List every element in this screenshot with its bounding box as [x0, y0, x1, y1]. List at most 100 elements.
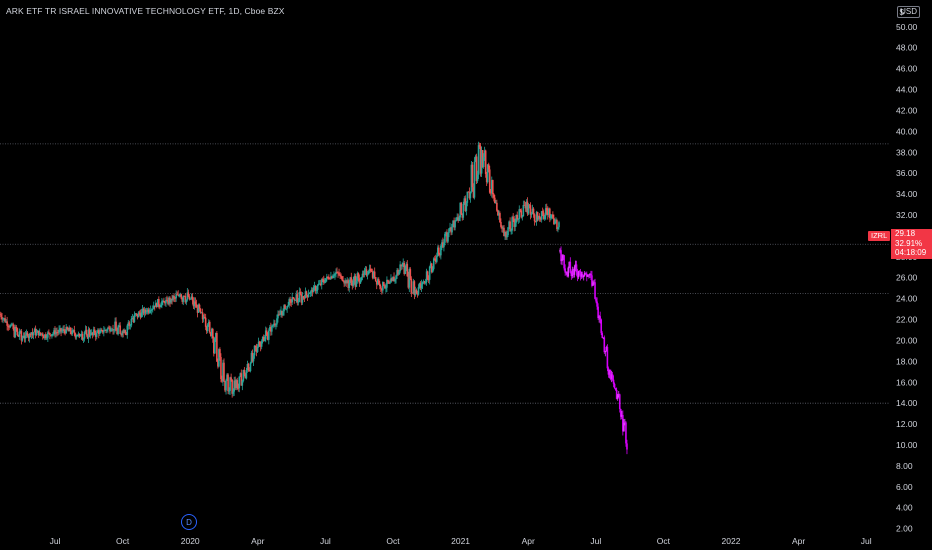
candle-body	[478, 145, 481, 147]
candle-body	[343, 281, 345, 284]
candle-body	[26, 332, 29, 336]
last-price-label: 29.18 32.91% 04:18:09	[891, 229, 932, 259]
candle-body	[110, 329, 112, 332]
candle-body	[367, 271, 370, 275]
dividend-marker-icon[interactable]: D	[181, 514, 197, 530]
candle-body	[105, 329, 107, 331]
candle-body	[444, 233, 446, 243]
candle-body	[280, 310, 282, 315]
candle-body	[462, 203, 465, 218]
time-tick-label: Jul	[320, 536, 331, 546]
candle-body	[4, 318, 6, 323]
candle-body	[46, 337, 48, 339]
candle-body	[390, 278, 392, 283]
candle-body	[181, 298, 184, 302]
candle-body	[423, 281, 426, 283]
candle-body	[83, 332, 86, 339]
candle-body	[190, 296, 193, 299]
candle-body	[252, 355, 255, 362]
candle-body	[373, 271, 376, 278]
candle-body	[458, 217, 460, 221]
candle-body	[76, 334, 79, 337]
candle-body	[1, 317, 3, 320]
candle-body	[452, 220, 454, 224]
candle-body	[111, 329, 113, 331]
candle-body	[92, 329, 95, 336]
candle-body	[58, 329, 60, 333]
candle-body	[507, 227, 509, 236]
candle-body	[282, 311, 284, 316]
candle-body	[329, 278, 331, 280]
price-tick-label: 36.00	[896, 168, 918, 178]
candle-body	[413, 281, 416, 295]
symbol-title[interactable]: ARK ETF TR ISRAEL INNOVATIVE TECHNOLOGY …	[6, 6, 285, 16]
candle-body	[109, 328, 111, 332]
candle-body	[481, 150, 484, 168]
candle-body	[539, 217, 542, 220]
candle-body	[536, 212, 539, 220]
candle-body	[254, 345, 257, 348]
time-axis[interactable]: Jul Oct 2020 Apr Jul Oct 2021 Apr Jul Oct 2022 Apr J…	[50, 536, 872, 546]
candle-body	[86, 334, 89, 339]
candle-body	[467, 191, 470, 193]
candle-body	[262, 336, 265, 341]
candle-body	[318, 283, 321, 285]
candle-body	[57, 332, 59, 333]
candle-body	[200, 312, 203, 314]
currency-button[interactable]: USD	[897, 6, 920, 18]
candle-body	[538, 216, 541, 218]
candle-body	[94, 332, 97, 337]
candle-body	[527, 204, 530, 214]
candle-body	[310, 289, 313, 292]
candle-body	[540, 211, 543, 220]
candle-body	[558, 222, 560, 228]
candle-body	[245, 370, 248, 379]
candle-body	[404, 267, 407, 275]
candle-body	[53, 330, 55, 334]
candle-body	[550, 215, 552, 219]
candle-body	[566, 271, 569, 277]
candle-body	[174, 298, 176, 299]
candle-body	[21, 337, 24, 341]
candle-body	[382, 282, 384, 291]
candle-body	[504, 231, 506, 237]
candle-body	[153, 305, 156, 308]
candle-body	[34, 328, 37, 336]
candle-body	[472, 187, 475, 198]
candle-body	[230, 377, 232, 380]
candle-body	[272, 325, 274, 327]
candle-body	[185, 299, 188, 303]
candle-body	[228, 390, 230, 392]
candle-body	[510, 230, 512, 232]
candle-body	[332, 275, 334, 279]
price-tick-label: 20.00	[896, 335, 918, 345]
candle-body	[480, 150, 483, 174]
candle-body	[36, 330, 39, 333]
candle-body	[535, 212, 538, 222]
candle-body	[226, 374, 228, 381]
candle-body	[389, 282, 391, 284]
candle-body	[207, 321, 210, 325]
price-tick-label: 24.00	[896, 294, 918, 304]
candle-body	[584, 272, 587, 274]
candle-body	[621, 415, 623, 417]
candle-body	[146, 309, 149, 312]
candle-body	[583, 272, 586, 276]
candle-body	[360, 277, 363, 281]
candle-body	[609, 369, 612, 379]
candle-body	[27, 335, 30, 339]
candle-body	[449, 227, 451, 229]
candle-body	[25, 332, 28, 336]
candle-body	[486, 164, 489, 183]
candle-body	[296, 294, 299, 302]
candle-body	[217, 361, 219, 367]
candle-body	[526, 201, 529, 214]
candle-body	[69, 327, 72, 332]
candle-body	[511, 217, 513, 231]
candle-body	[482, 157, 485, 168]
candle-body	[107, 327, 109, 330]
price-axis[interactable]: 2.00 4.00 6.00 8.00 10.00 12.00 14.00 16.00 18.0…	[896, 22, 918, 534]
candle-body	[315, 289, 318, 291]
candle-body	[14, 326, 17, 337]
